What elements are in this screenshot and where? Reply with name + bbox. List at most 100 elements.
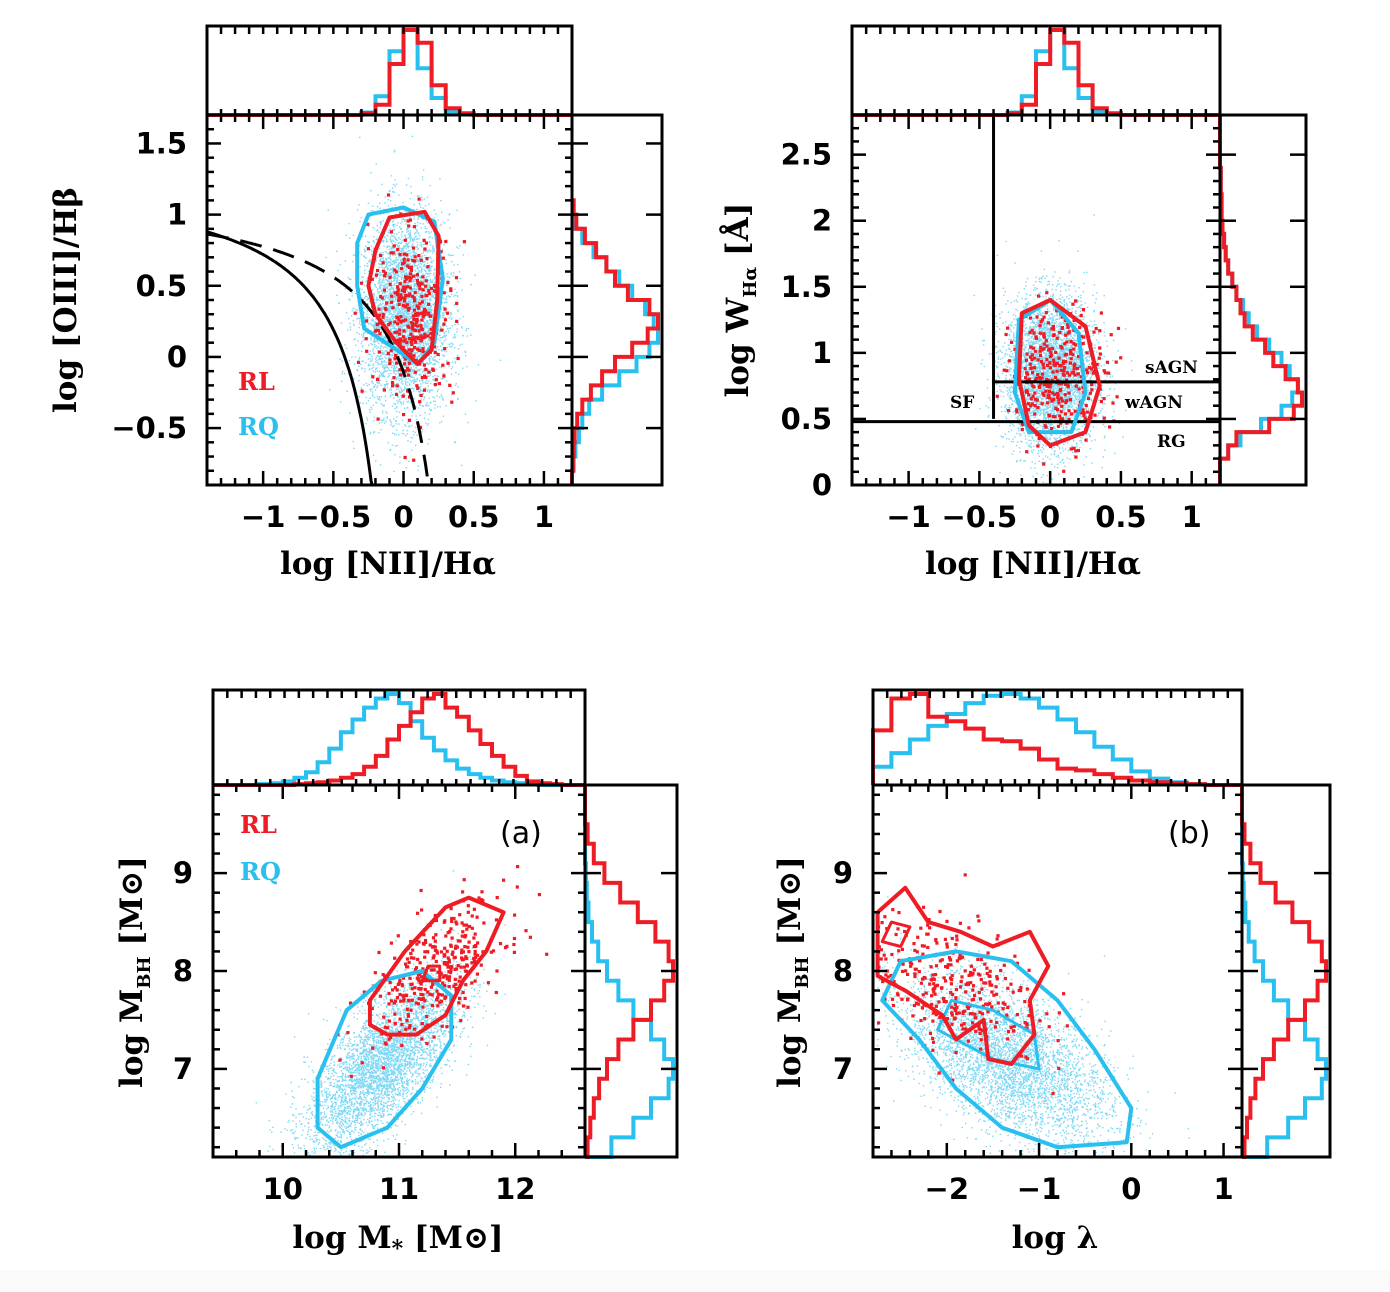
bpt-point-rq [404,311,405,312]
bpt-point-rq [387,367,388,368]
bpt-point-rq [418,233,419,234]
bpt-point-rq [432,358,433,359]
bpt-point-rl [419,324,422,327]
bpt-point-rq [443,326,444,327]
bpt-point-rq [382,292,383,293]
bpt-point-rq [424,283,425,284]
bpt-point-rq [412,255,413,256]
bpt-point-rq [448,254,449,255]
bpt-point-rq [373,319,374,320]
bpt-point-rq [416,435,417,436]
bpt-point-rq [392,270,393,271]
bpt-point-rq [379,283,380,284]
bpt-point-rq [466,366,467,367]
bpt-point-rq [457,264,458,265]
bpt-point-rq [387,383,388,384]
bpt-point-rq [375,384,376,385]
bpt-point-rq [426,291,427,292]
bpt-point-rq [386,264,387,265]
bpt-point-rq [429,241,430,242]
bpt-point-rq [402,383,403,384]
bpt-point-rl [403,299,406,302]
bpt-point-rq [340,264,341,265]
bpt-point-rq [427,283,428,284]
bpt-point-rq [420,242,421,243]
bpt-point-rq [415,290,416,291]
bpt-point-rq [389,389,390,390]
bpt-point-rq [370,361,371,362]
bpt-point-rq [429,409,430,410]
bpt-point-rq [416,367,417,368]
bpt-point-rq [396,233,397,234]
bpt-point-rl [424,368,427,371]
bpt-point-rq [388,373,389,374]
bpt-point-rq [456,383,457,384]
bpt-point-rq [430,286,431,287]
bpt-point-rq [399,238,400,239]
bpt-point-rq [433,260,434,261]
bpt-point-rq [394,192,395,193]
bpt-point-rq [402,420,403,421]
whan-point-rq [999,389,1000,390]
bpt-point-rq [427,341,428,342]
bpt-point-rq [360,402,361,403]
bpt-point-rq [443,315,444,316]
bpt-point-rq [389,191,390,192]
bpt-point-rq [380,348,381,349]
bpt-point-rq [350,326,351,327]
bpt-point-rq [391,282,392,283]
bpt-point-rq [414,269,415,270]
bpt-point-rq [369,409,370,410]
bpt-point-rq [407,314,408,315]
bpt-point-rq [412,244,413,245]
bpt-point-rq [421,256,422,257]
bpt-point-rq [443,222,444,223]
bpt-point-rl [393,268,396,271]
bpt-point-rq [393,289,394,290]
bpt-point-rq [385,312,386,313]
bpt-point-rq [429,320,430,321]
bpt-point-rq [439,359,440,360]
bpt-point-rq [370,432,371,433]
bpt-point-rq [416,230,417,231]
bpt-point-rq [364,368,365,369]
whan-point-rq [1131,360,1132,361]
bpt-point-rl [402,329,405,332]
bpt-point-rl [429,315,432,318]
bpt-point-rq [391,379,392,380]
bpt-point-rq [380,252,381,253]
whan-point-rq [1088,409,1089,410]
bpt-point-rq [375,302,376,303]
bpt-point-rq [375,285,376,286]
bpt-point-rq [396,266,397,267]
bpt-point-rq [407,291,408,292]
bpt-point-rq [400,402,401,403]
bpt-point-rq [461,326,462,327]
bpt-point-rq [443,313,444,314]
bpt-point-rq [387,235,388,236]
bpt-point-rq [401,392,402,393]
bpt-point-rq [395,276,396,277]
bpt-point-rq [437,346,438,347]
bpt-point-rq [428,338,429,339]
bpt-point-rq [349,279,350,280]
bpt-point-rq [420,383,421,384]
bpt-point-rq [410,186,411,187]
bpt-point-rq [370,190,371,191]
bpt-point-rq [378,432,379,433]
bpt-point-rq [395,373,396,374]
bpt-point-rl [383,388,386,391]
bpt-point-rl [423,389,426,392]
bpt-point-rq [422,382,423,383]
bpt-point-rq [384,337,385,338]
bpt-point-rq [353,308,354,309]
bpt-point-rq [443,306,444,307]
bpt-point-rq [396,429,397,430]
bpt-point-rq [425,423,426,424]
bpt-point-rq [390,262,391,263]
bpt-point-rq [444,333,445,334]
bpt-point-rq [363,339,364,340]
bpt-point-rq [412,369,413,370]
bpt-point-rq [402,240,403,241]
bpt-point-rq [423,281,424,282]
